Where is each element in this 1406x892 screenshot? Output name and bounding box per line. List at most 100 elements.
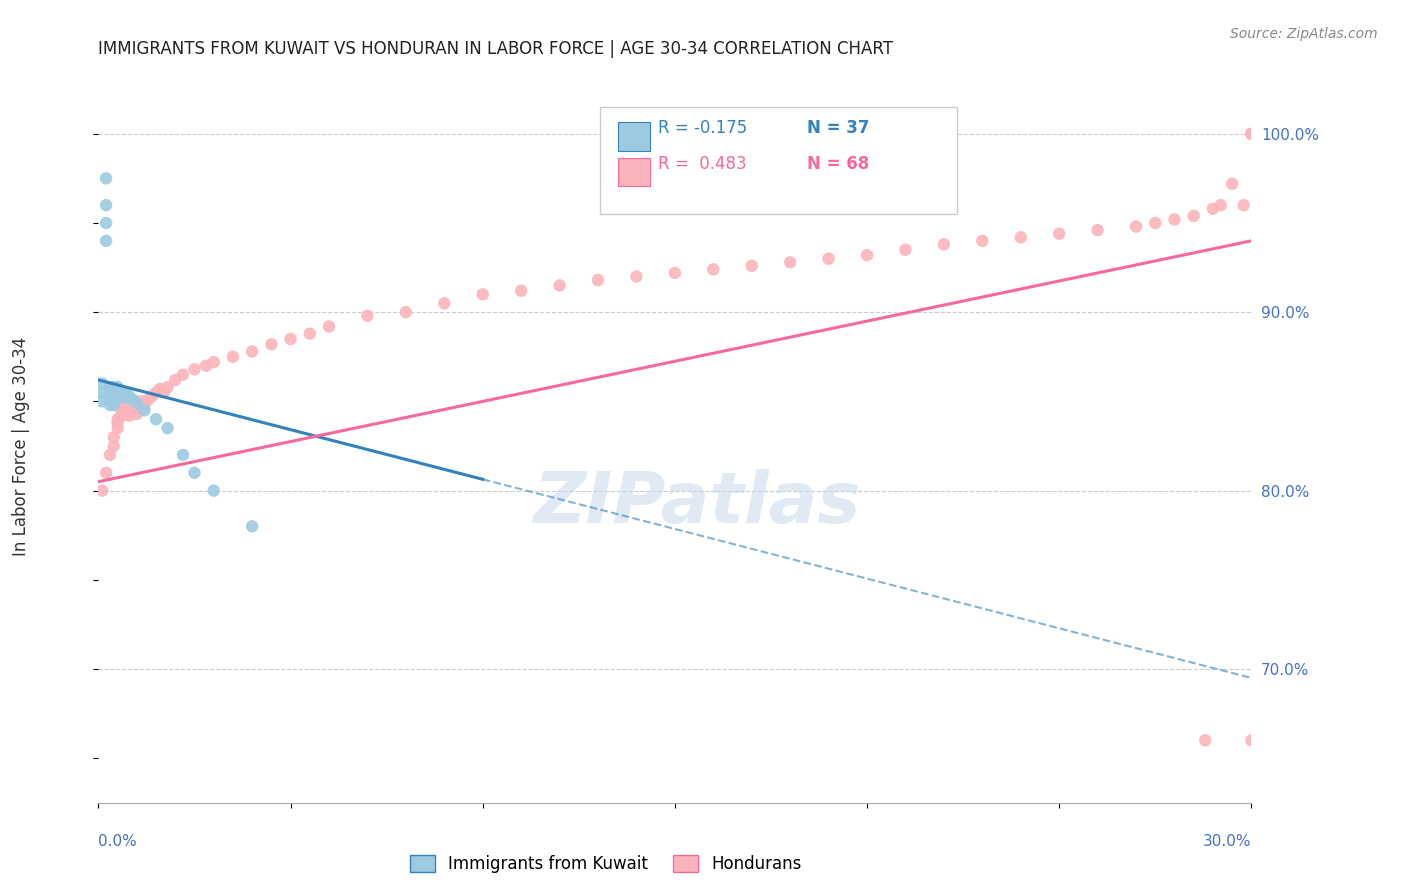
Point: [107, 412, 129, 426]
Point: [548, 278, 571, 293]
Point: [1209, 198, 1232, 212]
Point: [1087, 223, 1109, 237]
Point: [107, 384, 129, 398]
Point: [298, 326, 321, 341]
Point: [1194, 733, 1216, 747]
Point: [779, 255, 801, 269]
Point: [134, 398, 156, 412]
Point: [91, 394, 114, 409]
Point: [91, 376, 114, 391]
Point: [98, 448, 121, 462]
Point: [145, 385, 167, 400]
Point: [118, 409, 141, 423]
Point: [125, 396, 148, 410]
Point: [125, 398, 148, 412]
Point: [1182, 209, 1205, 223]
Point: [356, 309, 378, 323]
Point: [110, 384, 132, 398]
Point: [172, 368, 194, 382]
Point: [510, 284, 533, 298]
Point: [1220, 177, 1243, 191]
Point: [107, 416, 129, 430]
Point: [202, 483, 225, 498]
Point: [433, 296, 456, 310]
Point: [129, 394, 152, 409]
Text: 30.0%: 30.0%: [1204, 834, 1251, 849]
Point: [586, 273, 609, 287]
Point: [98, 380, 121, 394]
Point: [1240, 127, 1263, 141]
Point: [1233, 198, 1256, 212]
Point: [172, 448, 194, 462]
Point: [107, 380, 129, 394]
Point: [110, 403, 132, 417]
Point: [1163, 212, 1185, 227]
Point: [1240, 127, 1263, 141]
Point: [202, 355, 225, 369]
Point: [114, 403, 136, 417]
Point: [98, 384, 121, 398]
Point: [145, 412, 167, 426]
Point: [94, 198, 117, 212]
Point: [103, 384, 125, 398]
Point: [156, 380, 179, 394]
Point: [141, 389, 163, 403]
Point: [94, 466, 117, 480]
Point: [125, 407, 148, 421]
Point: [280, 332, 302, 346]
Point: [114, 385, 136, 400]
Point: [1010, 230, 1032, 244]
Point: [932, 237, 955, 252]
Point: [395, 305, 418, 319]
Point: [134, 403, 156, 417]
Point: [1144, 216, 1167, 230]
Point: [1047, 227, 1070, 241]
Point: [107, 391, 129, 405]
Point: [94, 171, 117, 186]
Point: [110, 409, 132, 423]
Point: [98, 394, 121, 409]
Point: [1240, 733, 1263, 747]
Point: [107, 387, 129, 401]
Point: [103, 430, 125, 444]
Point: [240, 344, 263, 359]
Text: 0.0%: 0.0%: [98, 834, 138, 849]
Point: [1202, 202, 1225, 216]
Point: [156, 421, 179, 435]
Point: [626, 269, 648, 284]
Point: [103, 391, 125, 405]
FancyBboxPatch shape: [600, 107, 957, 214]
Point: [894, 243, 917, 257]
Point: [107, 421, 129, 435]
Point: [972, 234, 994, 248]
Point: [122, 392, 145, 407]
Point: [103, 394, 125, 409]
Legend: Immigrants from Kuwait, Hondurans: Immigrants from Kuwait, Hondurans: [404, 848, 808, 880]
Point: [118, 398, 141, 412]
Point: [856, 248, 879, 262]
Point: [165, 373, 187, 387]
Point: [152, 385, 174, 400]
Point: [98, 391, 121, 405]
Point: [664, 266, 686, 280]
Point: [103, 387, 125, 401]
Point: [195, 359, 218, 373]
FancyBboxPatch shape: [619, 122, 650, 151]
Point: [817, 252, 839, 266]
FancyBboxPatch shape: [619, 158, 650, 186]
Point: [103, 380, 125, 394]
Point: [94, 234, 117, 248]
Point: [110, 387, 132, 401]
Point: [183, 466, 205, 480]
Point: [98, 387, 121, 401]
Point: [114, 398, 136, 412]
Point: [183, 362, 205, 376]
Text: In Labor Force | Age 30-34: In Labor Force | Age 30-34: [13, 336, 30, 556]
Point: [118, 389, 141, 403]
Point: [702, 262, 724, 277]
Point: [103, 439, 125, 453]
Point: [98, 398, 121, 412]
Point: [91, 483, 114, 498]
Point: [222, 350, 245, 364]
Point: [1125, 219, 1147, 234]
